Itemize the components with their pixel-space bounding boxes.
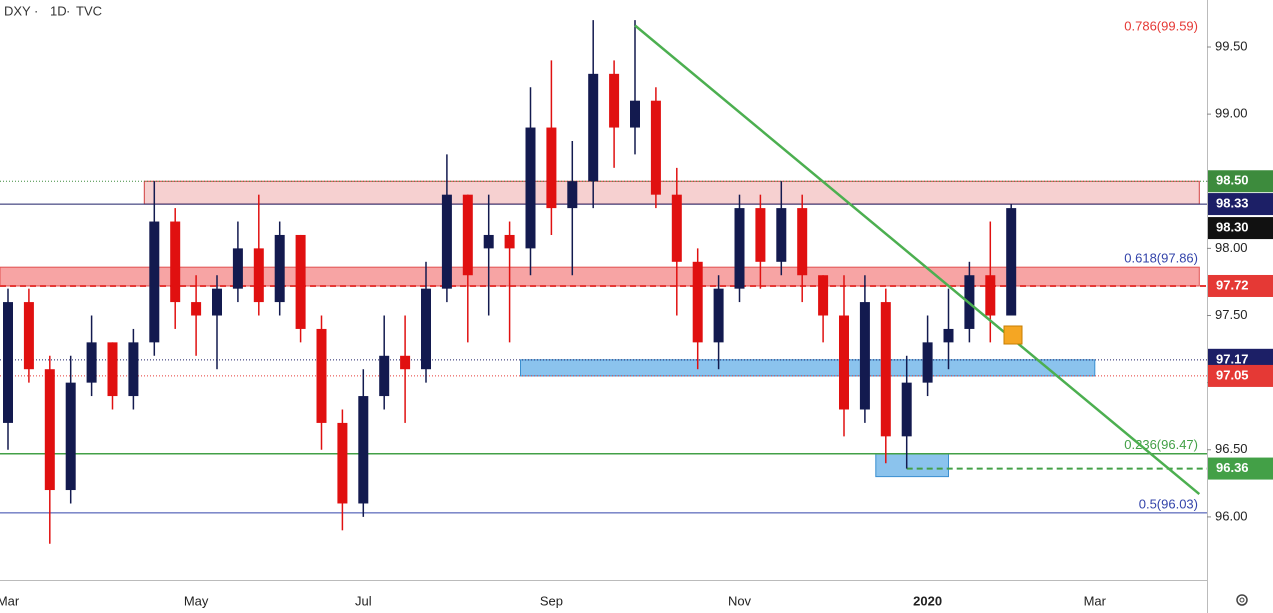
candle-body xyxy=(943,328,954,343)
candle-body xyxy=(588,73,599,182)
candle-body xyxy=(797,208,808,276)
price-badge-label: 98.50 xyxy=(1216,173,1249,188)
candle-body xyxy=(755,208,766,262)
candle-body xyxy=(3,302,13,423)
y-tick-label: 96.00 xyxy=(1215,508,1248,523)
x-tick-label: Sep xyxy=(540,593,563,608)
candle-body xyxy=(128,342,139,397)
candle-body xyxy=(295,234,306,329)
candle-body xyxy=(107,342,118,397)
candle-body xyxy=(358,396,369,504)
price-badge-label: 97.72 xyxy=(1216,277,1249,292)
y-tick-label: 97.50 xyxy=(1215,307,1248,322)
y-tick-label: 98.00 xyxy=(1215,240,1248,255)
price-badge-label: 98.30 xyxy=(1216,220,1249,235)
candle-body xyxy=(379,355,390,397)
candle-body xyxy=(734,208,745,289)
candle-body xyxy=(191,302,202,316)
x-tick-label: 2020 xyxy=(913,593,942,608)
y-tick-label: 96.50 xyxy=(1215,441,1248,456)
price-badge-label: 97.05 xyxy=(1216,367,1249,382)
x-tick-label: Nov xyxy=(728,593,752,608)
candle-body xyxy=(650,100,661,195)
candle-body xyxy=(525,127,536,249)
candle-body xyxy=(1006,208,1017,316)
candle-body xyxy=(483,234,494,249)
x-tick-label: Mar xyxy=(0,593,20,608)
x-tick-label: Mar xyxy=(1084,593,1107,608)
candle-body xyxy=(671,194,682,262)
candle-body xyxy=(859,302,870,410)
candle-body xyxy=(316,328,327,423)
price-badge xyxy=(1208,364,1273,387)
fib-label: 0.786(99.59) xyxy=(1124,18,1198,33)
candle-body xyxy=(170,221,181,303)
price-badge xyxy=(1208,457,1273,480)
candle-body xyxy=(23,302,34,370)
separator: · xyxy=(66,3,70,18)
price-badge-label: 98.33 xyxy=(1216,196,1249,211)
candle-body xyxy=(86,342,97,383)
candle-body xyxy=(421,288,431,370)
candle-body xyxy=(985,275,996,316)
candle-body xyxy=(818,275,829,316)
settings-icon[interactable] xyxy=(1236,594,1248,606)
candle-body xyxy=(462,194,473,276)
candle-body xyxy=(149,221,160,343)
candle-body xyxy=(504,234,515,249)
candle-body xyxy=(441,194,452,289)
x-tick-label: May xyxy=(184,593,209,608)
candle-body xyxy=(65,382,76,491)
price-badge xyxy=(1208,274,1273,297)
candle-body xyxy=(922,342,933,383)
plot-area: 0.786(99.59)0.618(97.86)0.236(96.47)0.5(… xyxy=(0,18,1207,544)
separator: · xyxy=(34,3,38,18)
price-badge-label: 96.36 xyxy=(1216,460,1249,475)
price-badge-label: 97.17 xyxy=(1216,351,1249,366)
fib-label: 0.618(97.86) xyxy=(1124,251,1198,266)
candle-body xyxy=(776,208,787,262)
candle-body xyxy=(880,302,891,437)
candle-body xyxy=(253,248,264,303)
candle-body xyxy=(692,261,703,343)
symbol: DXY xyxy=(4,3,31,18)
candle-body xyxy=(713,288,724,343)
candle-body xyxy=(337,422,348,504)
interval: 1D xyxy=(50,3,67,18)
candle-body xyxy=(400,355,411,370)
zone xyxy=(520,359,1096,377)
candle-body xyxy=(232,248,243,289)
marker-box xyxy=(1003,325,1023,345)
candle-body xyxy=(44,369,55,491)
x-tick-label: Jul xyxy=(355,593,372,608)
trendline xyxy=(634,24,1201,496)
source: TVC xyxy=(76,3,102,18)
candle-body xyxy=(901,382,912,437)
y-tick-label: 99.00 xyxy=(1215,106,1248,121)
price-badge xyxy=(1208,170,1273,193)
y-tick-label: 99.50 xyxy=(1215,38,1248,53)
fib-label: 0.5(96.03) xyxy=(1139,496,1198,511)
candle-body xyxy=(274,234,285,303)
candle-body xyxy=(609,73,620,128)
candle-body xyxy=(630,100,640,128)
candle-body xyxy=(212,288,222,316)
candle-body xyxy=(567,181,578,209)
price-badge xyxy=(1208,193,1273,216)
candle-body xyxy=(546,127,557,209)
price-badge xyxy=(1208,217,1273,240)
zone xyxy=(875,453,949,478)
candle-body xyxy=(839,315,849,410)
